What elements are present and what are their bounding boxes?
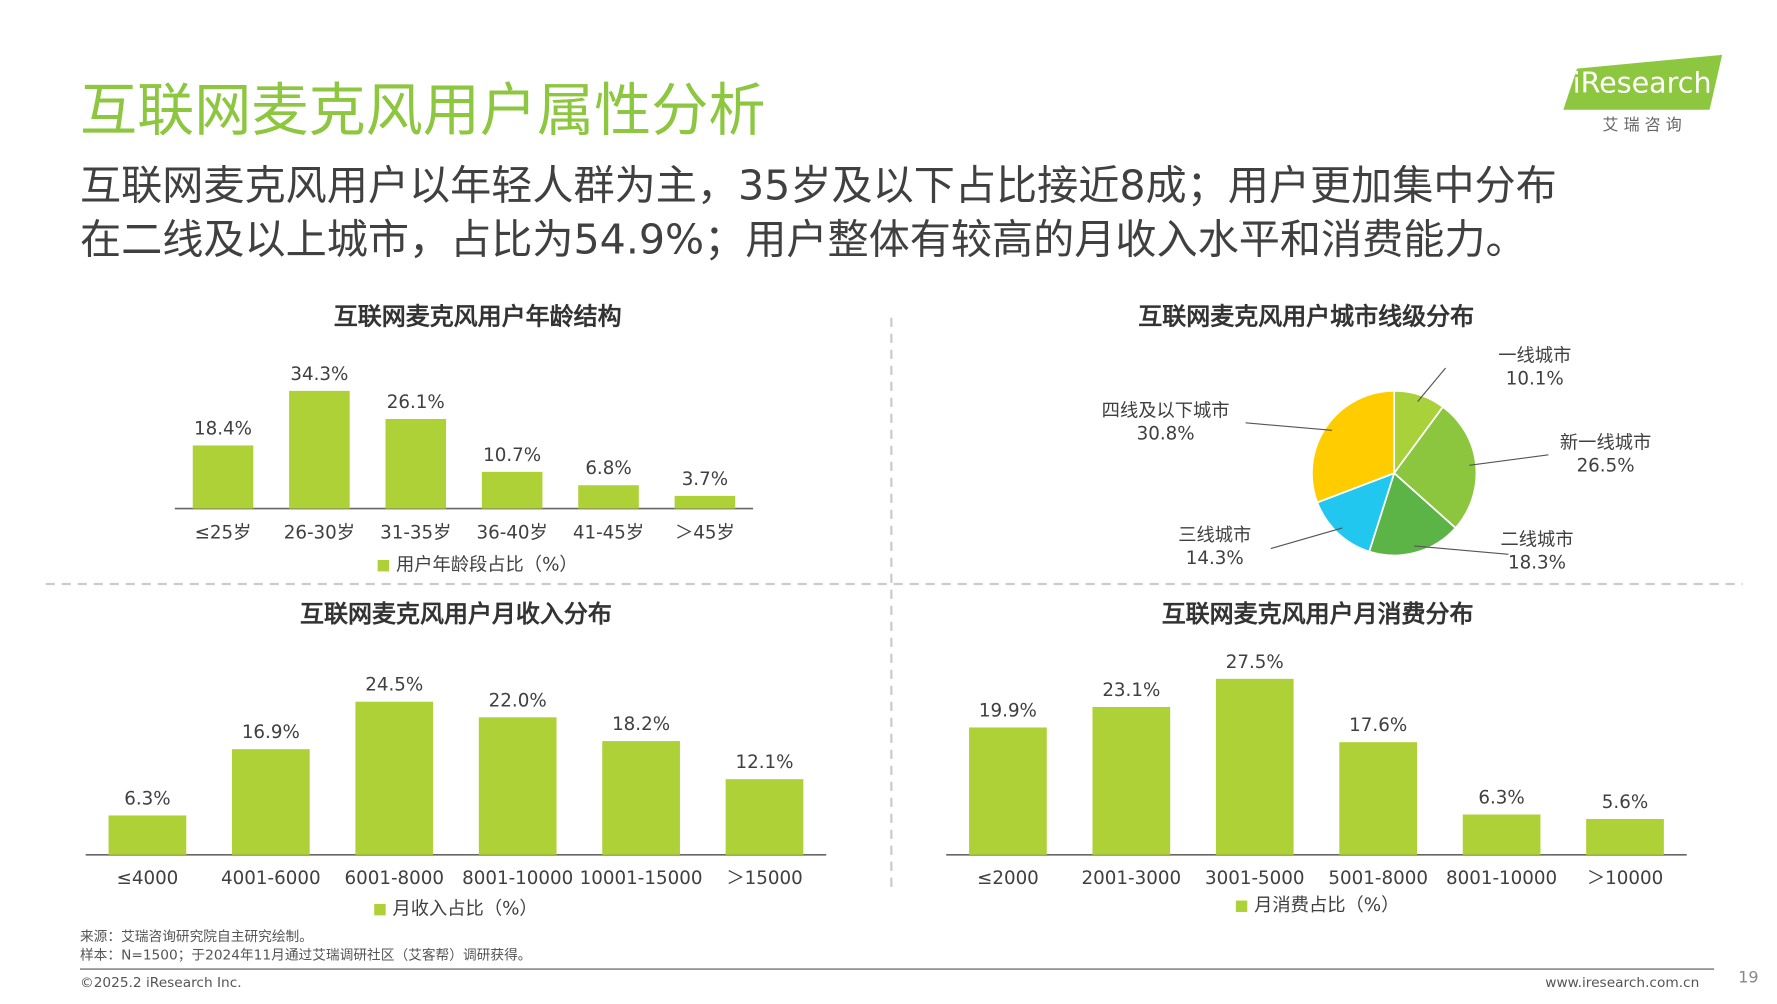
slice-value: 14.3%: [1186, 548, 1244, 569]
category-label: 36-40岁: [476, 523, 547, 544]
slice-label: 四线及以下城市: [1102, 400, 1230, 421]
value-label: 6.3%: [1478, 788, 1524, 809]
subtitle: 在二线及以上城市，占比为54.9%；用户整体有较高的月收入水平和消费能力。: [80, 215, 1527, 263]
page-number: 19: [1738, 968, 1758, 987]
pie-slice: [1368, 471, 1457, 557]
category-label: 8001-10000: [462, 868, 573, 889]
value-label: 27.5%: [1226, 652, 1284, 673]
slice-label: 三线城市: [1178, 525, 1251, 546]
website: www.iresearch.com.cn: [1545, 975, 1699, 991]
category-label: ≤2000: [977, 868, 1039, 889]
leader-line: [1469, 454, 1549, 466]
value-label: 10.7%: [483, 445, 541, 466]
bar: [1339, 742, 1418, 855]
value-label: 3.7%: [682, 469, 728, 490]
legend-swatch: [1235, 900, 1248, 912]
category-label: 2001-3000: [1082, 868, 1182, 889]
chart-title: 互联网麦克风用户城市线级分布: [1138, 303, 1474, 331]
slice-label: 新一线城市: [1560, 432, 1651, 453]
value-label: 16.9%: [242, 722, 300, 743]
category-label: ＞10000: [1587, 868, 1663, 889]
leader-line: [1270, 527, 1343, 550]
slice-label: 二线城市: [1500, 530, 1573, 551]
page-title: 互联网麦克风用户属性分析: [80, 78, 766, 144]
chart-title: 互联网麦克风用户年龄结构: [334, 303, 622, 331]
category-label: 41-45岁: [573, 523, 644, 544]
value-label: 6.3%: [124, 788, 170, 809]
bar: [1586, 818, 1664, 855]
value-label: 17.6%: [1349, 715, 1407, 736]
value-label: 18.4%: [194, 418, 252, 439]
bar: [108, 815, 187, 855]
copyright: ©2025.2 iResearch Inc.: [80, 975, 242, 991]
bar: [289, 390, 350, 509]
pie-slice: [1311, 390, 1396, 504]
value-label: 24.5%: [365, 675, 423, 696]
bar: [385, 419, 447, 509]
category-label: ≤4000: [117, 868, 179, 889]
category-label: ＞15000: [726, 868, 802, 889]
slice-value: 10.1%: [1506, 368, 1564, 389]
bar: [1215, 678, 1294, 855]
bar: [1092, 707, 1171, 855]
category-label: ≤25岁: [195, 523, 252, 544]
value-label: 12.1%: [735, 752, 793, 773]
category-label: 6001-8000: [344, 868, 444, 889]
leader-line: [1414, 545, 1509, 555]
sample-note: 样本：N=1500；于2024年11月通过艾瑞调研社区（艾客帮）调研获得。: [80, 946, 532, 963]
value-label: 23.1%: [1102, 680, 1160, 701]
bar: [725, 779, 804, 855]
bar: [1462, 814, 1541, 855]
bar: [602, 741, 680, 855]
legend-swatch: [377, 559, 390, 572]
category-label: 26-30岁: [284, 523, 355, 544]
value-label: 26.1%: [387, 392, 445, 413]
slice-value: 18.3%: [1508, 552, 1566, 573]
category-label: 5001-8000: [1328, 868, 1428, 889]
bar: [578, 485, 639, 509]
logo-shape: [1563, 54, 1723, 110]
bar: [481, 471, 543, 509]
category-label: 31-35岁: [380, 523, 451, 544]
category-label: 3001-5000: [1205, 868, 1305, 889]
slice-label: 一线城市: [1498, 346, 1571, 367]
legend-label: 月收入占比（%）: [392, 899, 537, 920]
leader-line: [1245, 422, 1333, 431]
value-label: 22.0%: [489, 690, 547, 711]
value-label: 19.9%: [979, 700, 1037, 721]
legend-swatch: [374, 903, 386, 916]
bar: [969, 727, 1047, 855]
legend-label: 用户年龄段占比（%）: [396, 555, 578, 576]
category-label: 4001-6000: [221, 868, 321, 889]
legend-label: 月消费占比（%）: [1254, 895, 1399, 916]
logo-brand: iResearch: [1573, 66, 1712, 100]
category-label: ＞45岁: [675, 523, 735, 544]
chart-title: 互联网麦克风用户月消费分布: [1162, 600, 1474, 628]
subtitle: 互联网麦克风用户以年轻人群为主，35岁及以下占比接近8成；用户更加集中分布: [80, 162, 1557, 210]
pie-slice: [1316, 471, 1396, 553]
bar: [231, 749, 310, 855]
slice-value: 26.5%: [1577, 455, 1635, 476]
chart-title: 互联网麦克风用户月收入分布: [300, 600, 612, 628]
value-label: 34.3%: [290, 364, 348, 385]
bar: [674, 495, 736, 509]
value-label: 6.8%: [585, 458, 631, 479]
bar: [478, 717, 557, 855]
leader-line: [1417, 367, 1447, 402]
bar: [355, 701, 434, 855]
category-label: 10001-15000: [580, 868, 703, 889]
value-label: 18.2%: [612, 714, 670, 735]
source-note: 来源：艾瑞咨询研究院自主研究绘制。: [80, 929, 313, 945]
value-label: 5.6%: [1602, 792, 1648, 813]
slice-value: 30.8%: [1137, 423, 1195, 444]
bar: [192, 445, 254, 509]
logo-cn: 艾 瑞 咨 询: [1603, 115, 1682, 134]
category-label: 8001-10000: [1446, 868, 1557, 889]
